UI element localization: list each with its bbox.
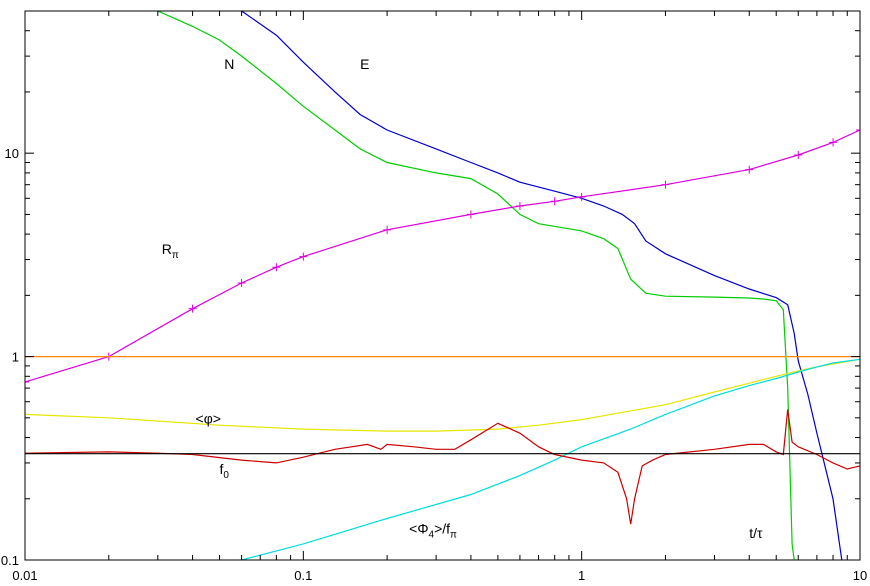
data-point-marker: [550, 197, 559, 206]
data-point-marker: [794, 150, 803, 159]
series-label-n: N: [224, 56, 234, 72]
data-point-marker: [383, 225, 392, 234]
data-point-marker: [661, 180, 670, 189]
y-tick-label: 1: [12, 350, 19, 365]
y-tick-label: 10: [5, 146, 19, 161]
data-point-marker: [188, 304, 197, 313]
data-point-marker: [25, 378, 29, 387]
data-point-marker: [515, 201, 524, 210]
series-line-n: [157, 11, 795, 560]
series-label-4-f: <Φ4>/fπ: [409, 520, 457, 540]
x-tick-label: 10: [853, 568, 867, 583]
series-label-series: <φ>: [196, 410, 221, 426]
data-point-marker: [745, 165, 754, 174]
data-point-marker: [466, 210, 475, 219]
data-point-marker: [237, 279, 246, 288]
y-tick-label: 0.1: [1, 553, 19, 568]
x-tick-label: 0.1: [294, 568, 312, 583]
data-point-marker: [577, 192, 586, 201]
data-point-marker: [856, 126, 860, 135]
x-tick-label: 0.01: [12, 568, 37, 583]
series-line-4-f: [241, 358, 860, 560]
data-point-marker: [829, 138, 838, 147]
plot-frame: [24, 10, 861, 561]
series-layer: [25, 11, 860, 560]
x-tick-label: 1: [578, 568, 585, 583]
series-line-series: [25, 358, 860, 432]
data-point-marker: [299, 252, 308, 261]
axis-annotation: t/τ: [749, 525, 763, 541]
series-line-r: [25, 129, 860, 383]
ticks-layer: [24, 10, 860, 561]
series-line-e: [241, 11, 843, 560]
series-label-f-0: f0: [220, 461, 230, 481]
series-label-e: E: [360, 56, 369, 72]
series-label-r: Rπ: [162, 241, 179, 261]
series-line-f-0: [25, 409, 860, 525]
data-point-marker: [272, 263, 281, 272]
